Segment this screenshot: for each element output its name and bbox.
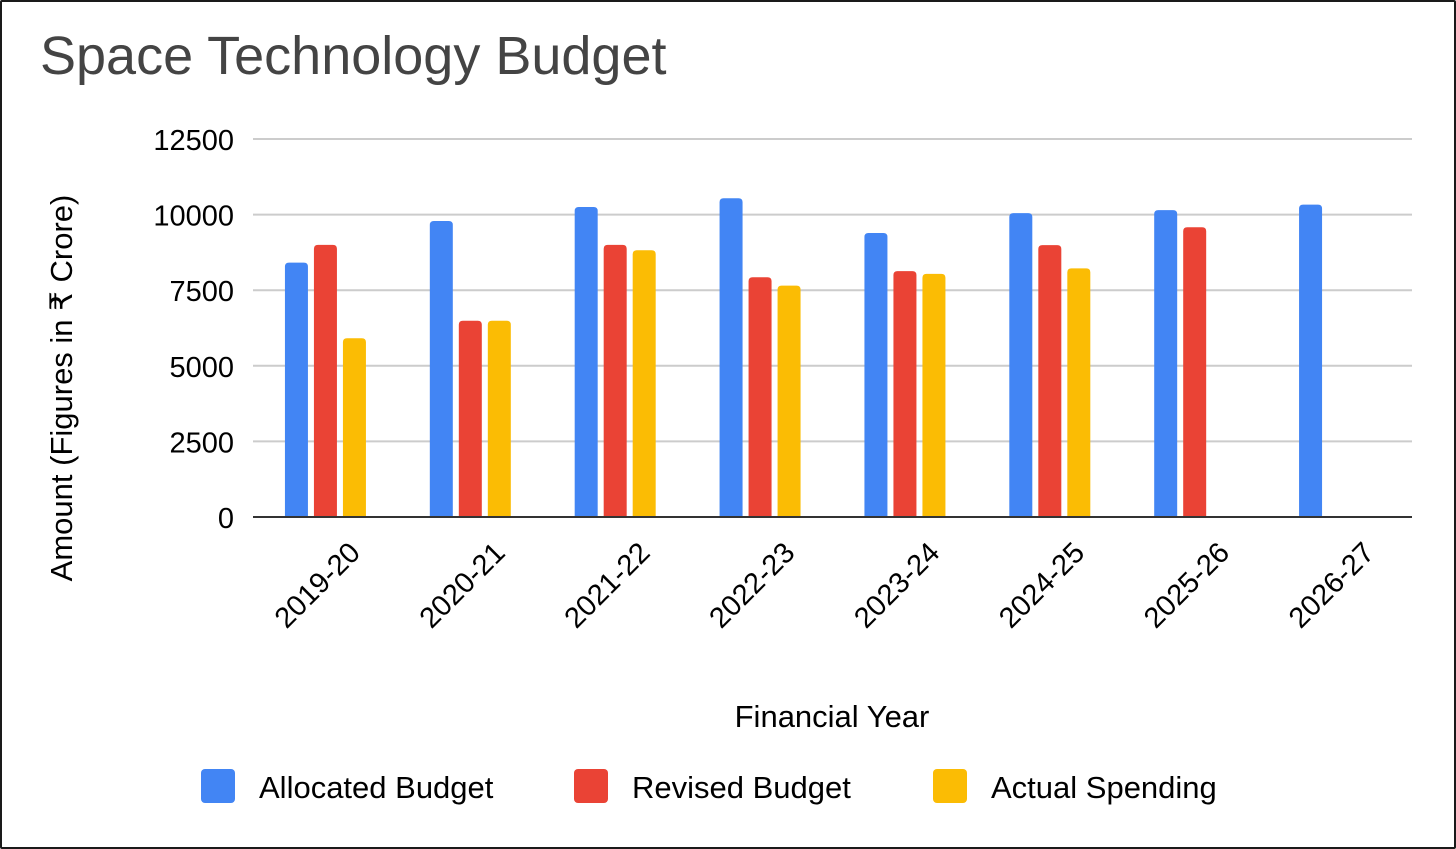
bar-actual-spending-2022-23 bbox=[777, 285, 801, 517]
legend: Allocated Budget Revised Budget Actual Spe… bbox=[201, 769, 1217, 805]
y-axis-label: Amount (Figures in ₹ Crore) bbox=[44, 195, 79, 582]
y-tick-label: 5000 bbox=[169, 352, 234, 384]
bar-revised-budget-2019-20 bbox=[313, 244, 337, 517]
bar-allocated-budget-2020-21 bbox=[429, 220, 453, 518]
legend-swatch-allocated-budget bbox=[201, 769, 235, 803]
bar-allocated-budget-2021-22 bbox=[574, 207, 598, 518]
y-tick-label: 2500 bbox=[169, 427, 234, 459]
bar-revised-budget-2023-24 bbox=[893, 271, 917, 517]
bar-allocated-budget-2024-25 bbox=[1009, 213, 1033, 517]
y-tick-label: 12500 bbox=[153, 125, 234, 157]
x-tick-label: 2024-25 bbox=[993, 537, 1091, 635]
y-axis-ticks: 0 2500 5000 7500 10000 12500 bbox=[153, 125, 234, 535]
gridlines bbox=[253, 138, 1412, 443]
bar-actual-spending-2024-25 bbox=[1067, 268, 1091, 517]
bar-revised-budget-2024-25 bbox=[1038, 245, 1062, 517]
legend-swatch-revised-budget bbox=[574, 769, 608, 803]
x-tick-label: 2020-21 bbox=[414, 537, 512, 635]
y-tick-label: 0 bbox=[218, 503, 234, 535]
y-tick-label: 10000 bbox=[153, 201, 234, 233]
legend-swatch-actual-spending bbox=[933, 769, 967, 803]
x-tick-label: 2019-20 bbox=[269, 537, 367, 635]
bar-revised-budget-2025-26 bbox=[1183, 227, 1207, 518]
bar-actual-spending-2020-21 bbox=[487, 320, 511, 517]
bar-allocated-budget-2023-24 bbox=[864, 233, 888, 518]
x-axis-ticks: 2019-20 2020-21 2021-22 2022-23 2023-24 2024-… bbox=[269, 537, 1381, 635]
x-axis-label: Financial Year bbox=[735, 699, 930, 734]
x-tick-label: 2022-23 bbox=[703, 537, 801, 635]
x-tick-label: 2023-24 bbox=[848, 537, 946, 635]
chart-title: Space Technology Budget bbox=[40, 26, 666, 86]
x-tick-label: 2021-22 bbox=[559, 537, 657, 635]
bars bbox=[284, 198, 1323, 518]
bar-revised-budget-2020-21 bbox=[458, 320, 482, 517]
bar-actual-spending-2021-22 bbox=[632, 250, 656, 517]
legend-label: Actual Spending bbox=[991, 770, 1217, 805]
bar-allocated-budget-2025-26 bbox=[1154, 210, 1178, 517]
bar-allocated-budget-2026-27 bbox=[1299, 204, 1323, 518]
bar-allocated-budget-2022-23 bbox=[719, 198, 743, 518]
bar-revised-budget-2022-23 bbox=[748, 277, 772, 517]
y-tick-label: 7500 bbox=[169, 276, 234, 308]
bar-actual-spending-2023-24 bbox=[922, 273, 946, 517]
bar-allocated-budget-2019-20 bbox=[284, 262, 308, 517]
legend-label: Allocated Budget bbox=[259, 770, 494, 805]
bar-actual-spending-2019-20 bbox=[342, 338, 366, 517]
x-tick-label: 2026-27 bbox=[1283, 537, 1381, 635]
bar-revised-budget-2021-22 bbox=[603, 244, 627, 517]
legend-label: Revised Budget bbox=[632, 770, 851, 805]
x-tick-label: 2025-26 bbox=[1138, 537, 1236, 635]
